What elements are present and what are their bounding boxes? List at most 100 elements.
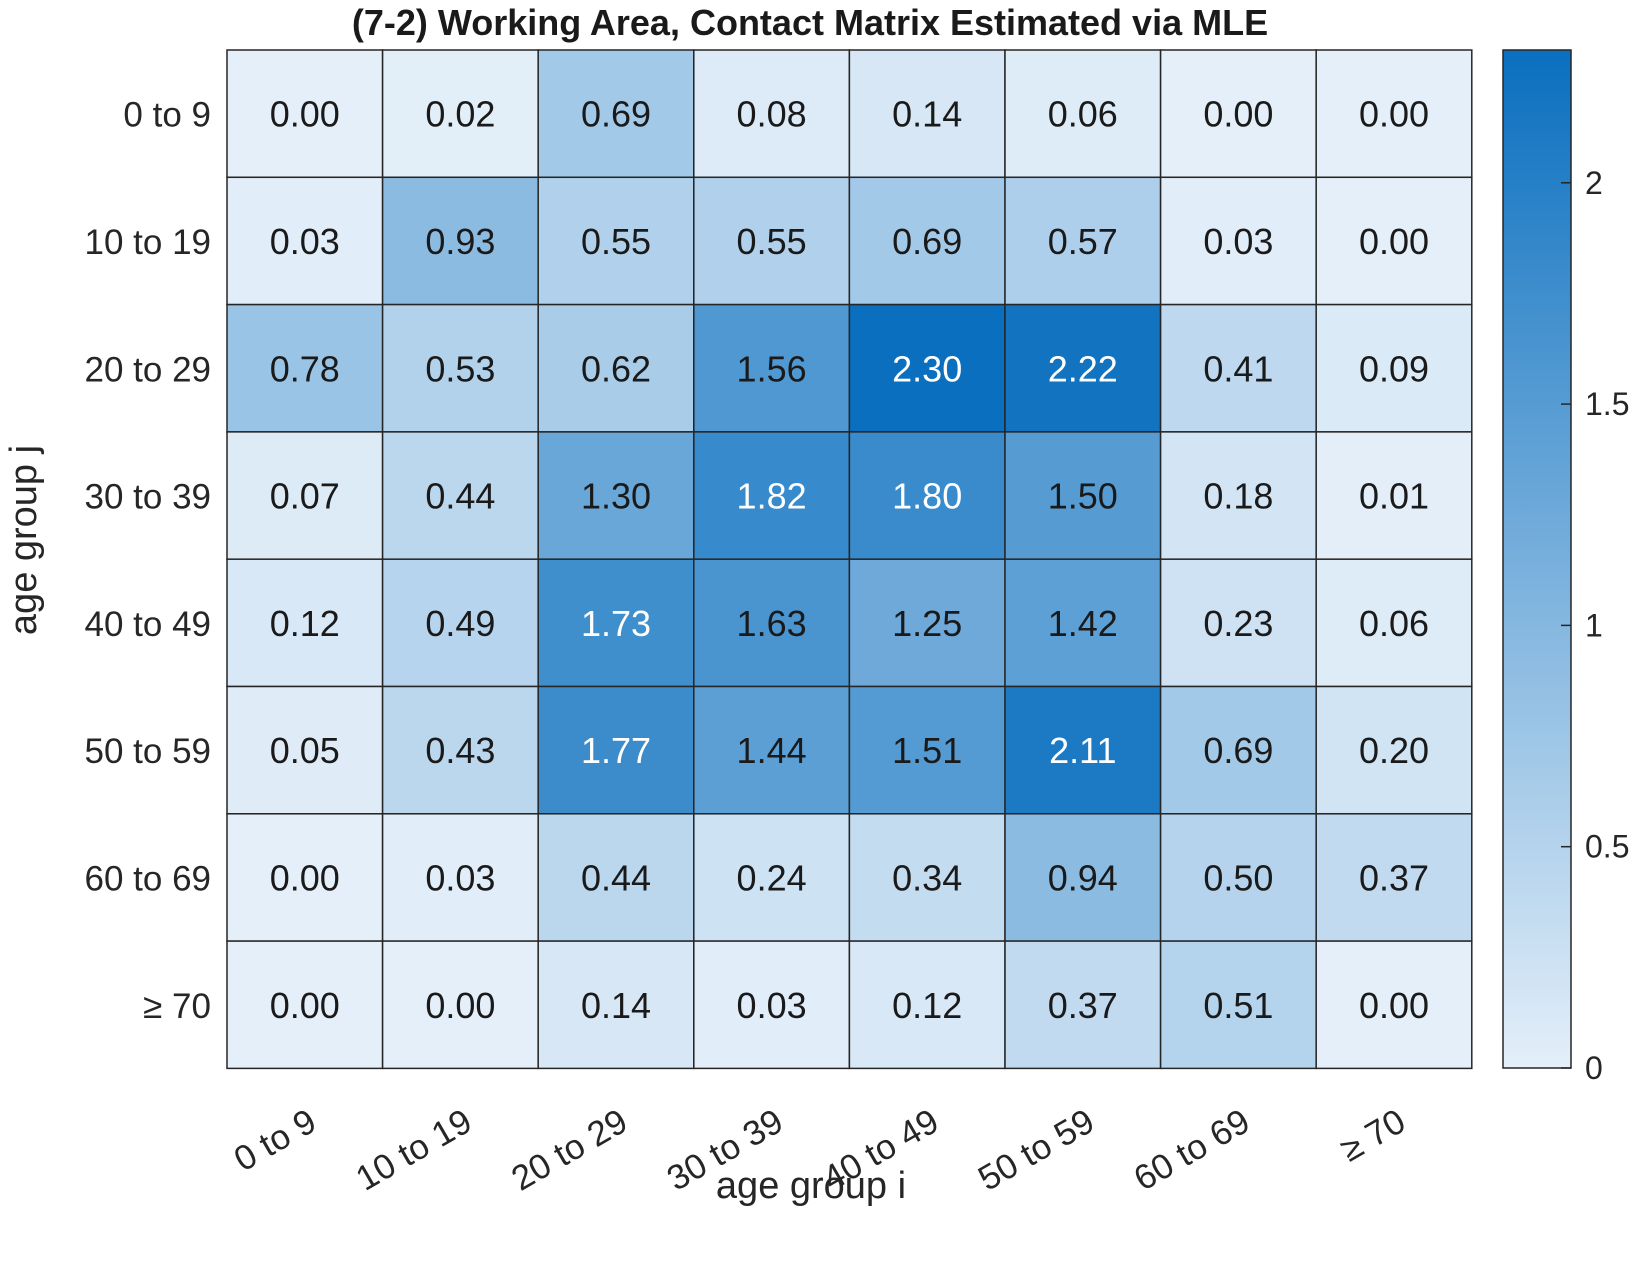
- y-tick-label: 50 to 59: [85, 732, 212, 771]
- y-tick-label: 20 to 29: [85, 350, 212, 389]
- heatmap-cell: [848, 176, 1006, 306]
- heatmap-cell: [537, 303, 695, 433]
- heatmap-cell: [693, 558, 851, 688]
- cell-value-label: 0.62: [581, 348, 651, 389]
- heatmap-cell: [537, 49, 695, 179]
- heatmap-cell: [848, 431, 1006, 560]
- cell-value-label: 0.49: [425, 603, 495, 644]
- cell-value-label: 0.93: [425, 221, 495, 262]
- heatmap-cell: [1004, 940, 1162, 1070]
- heatmap-cell: [848, 685, 1006, 815]
- cell-value-label: 0.50: [1203, 857, 1273, 898]
- cell-value-label: 0.07: [270, 476, 340, 517]
- heatmap-cell: [693, 49, 851, 179]
- heatmap-cell: [537, 558, 695, 688]
- cell-value-label: 2.11: [1049, 730, 1116, 771]
- heatmap-cell: [1004, 303, 1162, 433]
- chart-title: (7-2) Working Area, Contact Matrix Estim…: [352, 2, 1268, 43]
- heatmap-cell: [1159, 176, 1317, 306]
- heatmap-cell: [1159, 685, 1317, 815]
- y-tick-label: 10 to 19: [85, 223, 212, 262]
- y-axis-ticks: 0 to 9 10 to 19 20 to 29 30 to 39 40 to 49 50…: [85, 96, 212, 1026]
- heatmap-cell-labels: 0.00 0.02 0.69 0.08 0.14 0.06 0.00 0.00 0.03 0.93…: [270, 94, 1429, 1026]
- cell-value-label: 0.06: [1359, 603, 1429, 644]
- cell-value-label: 0.14: [892, 94, 962, 135]
- x-axis-label: age group i: [716, 1165, 906, 1207]
- heatmap-cell: [226, 431, 384, 560]
- cell-value-label: 0.09: [1359, 348, 1429, 389]
- cell-value-label: 0.18: [1203, 476, 1273, 517]
- cell-value-label: 2.30: [892, 348, 962, 389]
- heatmap-cell: [381, 940, 539, 1070]
- heatmap-cell: [693, 176, 851, 306]
- cell-value-label: 0.23: [1203, 603, 1273, 644]
- heatmap-cell: [848, 303, 1006, 433]
- heatmap-cell: [693, 431, 851, 560]
- cell-value-label: 0.69: [892, 221, 962, 262]
- cell-value-label: 0.03: [270, 221, 340, 262]
- cell-value-label: 0.43: [425, 730, 495, 771]
- heatmap-cell: [226, 940, 384, 1070]
- cell-value-label: 0.12: [270, 603, 340, 644]
- heatmap-cell: [1004, 49, 1162, 179]
- cell-value-label: 0.00: [270, 985, 340, 1026]
- x-tick-label: 50 to 59: [972, 1102, 1101, 1199]
- cell-value-label: 0.12: [892, 985, 962, 1026]
- cell-value-label: 0.03: [425, 857, 495, 898]
- cell-value-label: 0.57: [1048, 221, 1118, 262]
- x-tick-label: 0 to 9: [227, 1102, 322, 1180]
- cell-value-label: 0.08: [737, 94, 807, 135]
- y-tick-label: 60 to 69: [85, 859, 212, 898]
- heatmap-cell: [537, 940, 695, 1070]
- cell-value-label: 0.53: [425, 348, 495, 389]
- heatmap-cell: [1004, 176, 1162, 306]
- cell-value-label: 0.37: [1359, 857, 1429, 898]
- cell-value-label: 0.06: [1048, 94, 1118, 135]
- heatmap-cell: [1004, 813, 1162, 942]
- cell-value-label: 0.20: [1359, 730, 1429, 771]
- cell-value-label: 0.34: [892, 857, 962, 898]
- cell-value-label: 0.00: [425, 985, 495, 1026]
- heatmap-cell: [381, 685, 539, 815]
- cell-value-label: 0.14: [581, 985, 651, 1026]
- heatmap-cell: [1159, 558, 1317, 688]
- cell-value-label: 1.77: [581, 730, 651, 771]
- cell-value-label: 1.30: [581, 476, 651, 517]
- cell-value-label: 0.03: [1203, 221, 1273, 262]
- cell-value-label: 0.00: [1359, 985, 1429, 1026]
- colorbar-tick-label: 2: [1585, 165, 1603, 201]
- cell-value-label: 0.44: [581, 857, 651, 898]
- cell-value-label: 0.78: [270, 348, 340, 389]
- cell-value-label: 1.50: [1048, 476, 1118, 517]
- heatmap-cells: [226, 49, 1473, 1070]
- colorbar-tick-label: 1: [1585, 607, 1603, 643]
- cell-value-label: 1.51: [892, 730, 962, 771]
- heatmap-cell: [1315, 303, 1473, 433]
- x-tick-label: 60 to 69: [1127, 1102, 1256, 1199]
- x-tick-label: 20 to 29: [505, 1102, 634, 1199]
- cell-value-label: 0.69: [1203, 730, 1273, 771]
- heatmap-cell: [1004, 685, 1162, 815]
- x-tick-label: 10 to 19: [349, 1102, 478, 1199]
- heatmap-cell: [1315, 940, 1473, 1070]
- cell-value-label: 0.44: [425, 476, 495, 517]
- y-axis-label: age group j: [3, 445, 45, 635]
- heatmap-cell: [381, 303, 539, 433]
- heatmap-cell: [1159, 813, 1317, 942]
- y-tick-label: 30 to 39: [85, 478, 212, 517]
- colorbar-tick-label: 0: [1585, 1050, 1603, 1086]
- y-tick-label: 40 to 49: [85, 605, 212, 644]
- x-tick-label: ≥ 70: [1334, 1102, 1412, 1170]
- heatmap-cell: [848, 49, 1006, 179]
- cell-value-label: 1.80: [892, 476, 962, 517]
- heatmap-cell: [537, 813, 695, 942]
- heatmap-cell: [226, 813, 384, 942]
- cell-value-label: 0.00: [1359, 94, 1429, 135]
- cell-value-label: 0.02: [425, 94, 495, 135]
- cell-value-label: 1.63: [737, 603, 807, 644]
- cell-value-label: 0.00: [1359, 221, 1429, 262]
- cell-value-label: 1.56: [737, 348, 807, 389]
- heatmap-cell: [381, 49, 539, 179]
